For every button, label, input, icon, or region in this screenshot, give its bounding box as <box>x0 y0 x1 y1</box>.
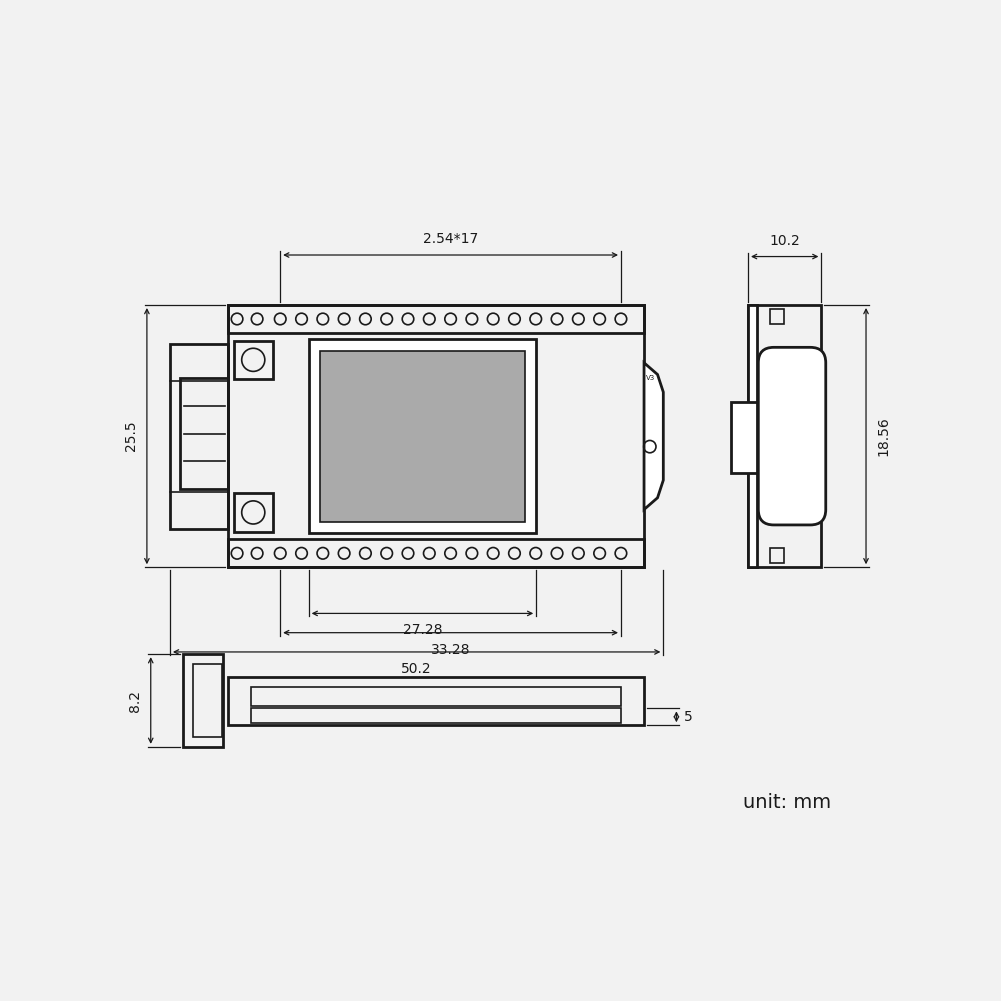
Text: 25.5: 25.5 <box>124 420 138 451</box>
Bar <box>228 305 644 333</box>
Bar <box>234 493 272 532</box>
Text: V3: V3 <box>647 375 656 381</box>
Bar <box>748 305 758 568</box>
Bar <box>228 678 644 725</box>
Bar <box>320 350 525 522</box>
Bar <box>748 305 821 568</box>
Bar <box>770 309 784 324</box>
Bar <box>234 340 272 379</box>
Bar <box>308 339 537 534</box>
Bar <box>770 548 784 564</box>
Text: 5: 5 <box>684 710 693 724</box>
Text: 27.28: 27.28 <box>402 624 442 638</box>
Text: 33.28: 33.28 <box>430 643 470 657</box>
Bar <box>170 343 228 529</box>
Text: 10.2: 10.2 <box>770 234 800 248</box>
Bar <box>228 540 644 568</box>
Bar <box>731 402 758 472</box>
Bar <box>193 665 222 737</box>
Text: 8.2: 8.2 <box>127 690 141 712</box>
Bar <box>251 687 621 706</box>
Text: unit: mm: unit: mm <box>743 793 831 812</box>
Bar <box>180 378 228 488</box>
Bar <box>251 709 621 723</box>
Text: 18.56: 18.56 <box>877 416 891 456</box>
Bar <box>228 305 644 568</box>
Text: 50.2: 50.2 <box>401 662 432 676</box>
Polygon shape <box>644 362 664 510</box>
Bar <box>183 655 223 747</box>
FancyBboxPatch shape <box>759 347 826 525</box>
Text: 2.54*17: 2.54*17 <box>423 232 478 246</box>
